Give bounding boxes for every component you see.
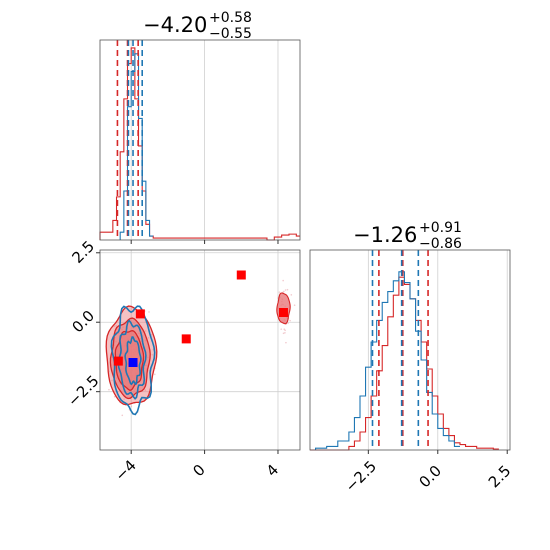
sample-point	[130, 405, 133, 408]
panel-frame	[99, 39, 301, 241]
hist-blue-param2	[315, 271, 460, 450]
x-tick-label-param2: 0.0	[415, 462, 445, 492]
sample-point	[280, 328, 283, 330]
sample-point	[282, 279, 284, 282]
title-param2-plus: +0.91	[419, 220, 462, 236]
joint-content	[100, 250, 300, 450]
sample-point	[113, 395, 116, 398]
sample-point	[151, 353, 154, 356]
title-param2-minus: −0.86	[419, 236, 462, 252]
sample-point	[285, 341, 287, 344]
panel-marginal-param2: −2.5 0.0 2.5	[309, 249, 515, 496]
sample-point	[108, 388, 110, 391]
sample-point	[147, 336, 150, 339]
sample-point	[111, 379, 113, 382]
sample-point	[121, 414, 124, 417]
marker-red	[135, 309, 145, 319]
hist-red-param1	[99, 47, 300, 241]
marker-red	[113, 356, 123, 366]
marker-red	[278, 308, 288, 317]
sample-point	[290, 294, 293, 296]
sample-point	[150, 333, 153, 336]
title-param1-value: −4.20	[143, 13, 207, 37]
marker-red	[181, 334, 191, 344]
sample-point	[289, 319, 291, 322]
sample-point	[113, 325, 116, 327]
marker-red	[236, 270, 246, 280]
sample-point	[278, 291, 281, 293]
title-param1-plus: +0.58	[209, 10, 252, 26]
x-tick-label-param2: −2.5	[342, 457, 380, 495]
panel-frame	[309, 249, 511, 451]
x-tick-label-param1: −4	[111, 456, 139, 484]
sample-point	[154, 373, 156, 376]
panel-marginal-param1	[99, 39, 301, 244]
sample-point	[286, 288, 289, 291]
sample-point	[134, 395, 136, 397]
hist-red-param2	[310, 276, 499, 451]
x-tick-label-param1: 0	[189, 461, 208, 480]
sample-point	[148, 311, 150, 313]
title-param2: −1.26 +0.91 −0.86	[353, 220, 462, 252]
sample-point	[284, 289, 287, 291]
title-param1-minus: −0.55	[209, 26, 252, 42]
sample-point	[144, 389, 147, 392]
sample-point	[284, 331, 286, 334]
x-tick-label-param2: 2.5	[485, 462, 515, 492]
sample-point	[284, 329, 286, 332]
sample-point	[144, 330, 147, 332]
sample-point	[283, 328, 286, 331]
sample-point	[287, 322, 289, 325]
title-param2-value: −1.26	[353, 223, 417, 247]
panel-joint: −4 0 4 −2.5 0.0 2.5	[64, 237, 301, 485]
y-tick-label-param2: −2.5	[64, 372, 102, 410]
panel-frame	[99, 249, 301, 451]
sample-point	[282, 332, 285, 335]
sample-point	[123, 398, 125, 400]
hist-blue-param1	[119, 53, 154, 240]
contour-blue	[124, 336, 142, 386]
y-tick-label-param2: 0.0	[68, 307, 98, 337]
marker-blue	[128, 358, 138, 367]
title-param1: −4.20 +0.58 −0.55	[143, 10, 252, 42]
sample-point	[115, 324, 118, 327]
y-tick-label-param2: 2.5	[68, 237, 98, 267]
x-tick-label-param1: 4	[263, 461, 282, 480]
sample-point	[283, 290, 285, 293]
sample-point	[293, 304, 296, 306]
sample-point	[148, 369, 150, 372]
